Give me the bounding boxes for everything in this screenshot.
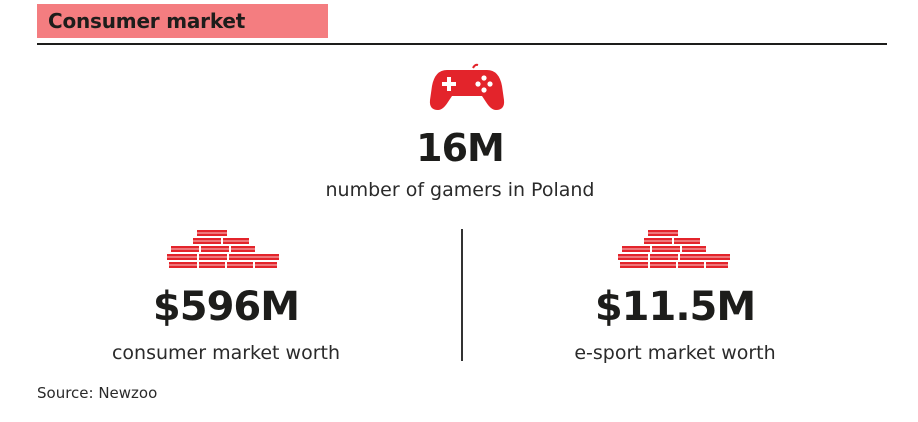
money-stack-icon xyxy=(618,230,730,268)
money-stack-icon xyxy=(167,230,279,268)
header-divider xyxy=(37,43,887,45)
gamers-label: number of gamers in Poland xyxy=(325,179,595,201)
esport-market-label: e-sport market worth xyxy=(574,342,776,364)
source-note: Source: Newzoo xyxy=(37,384,158,402)
section-title: Consumer market xyxy=(48,9,246,33)
gamepad-icon xyxy=(429,63,505,110)
gamers-value: 16M xyxy=(416,126,505,170)
esport-market-value: $11.5M xyxy=(594,284,756,330)
column-divider xyxy=(461,229,463,361)
consumer-market-value: $596M xyxy=(152,284,300,330)
section-header-bar xyxy=(37,4,328,38)
consumer-market-label: consumer market worth xyxy=(111,342,341,364)
